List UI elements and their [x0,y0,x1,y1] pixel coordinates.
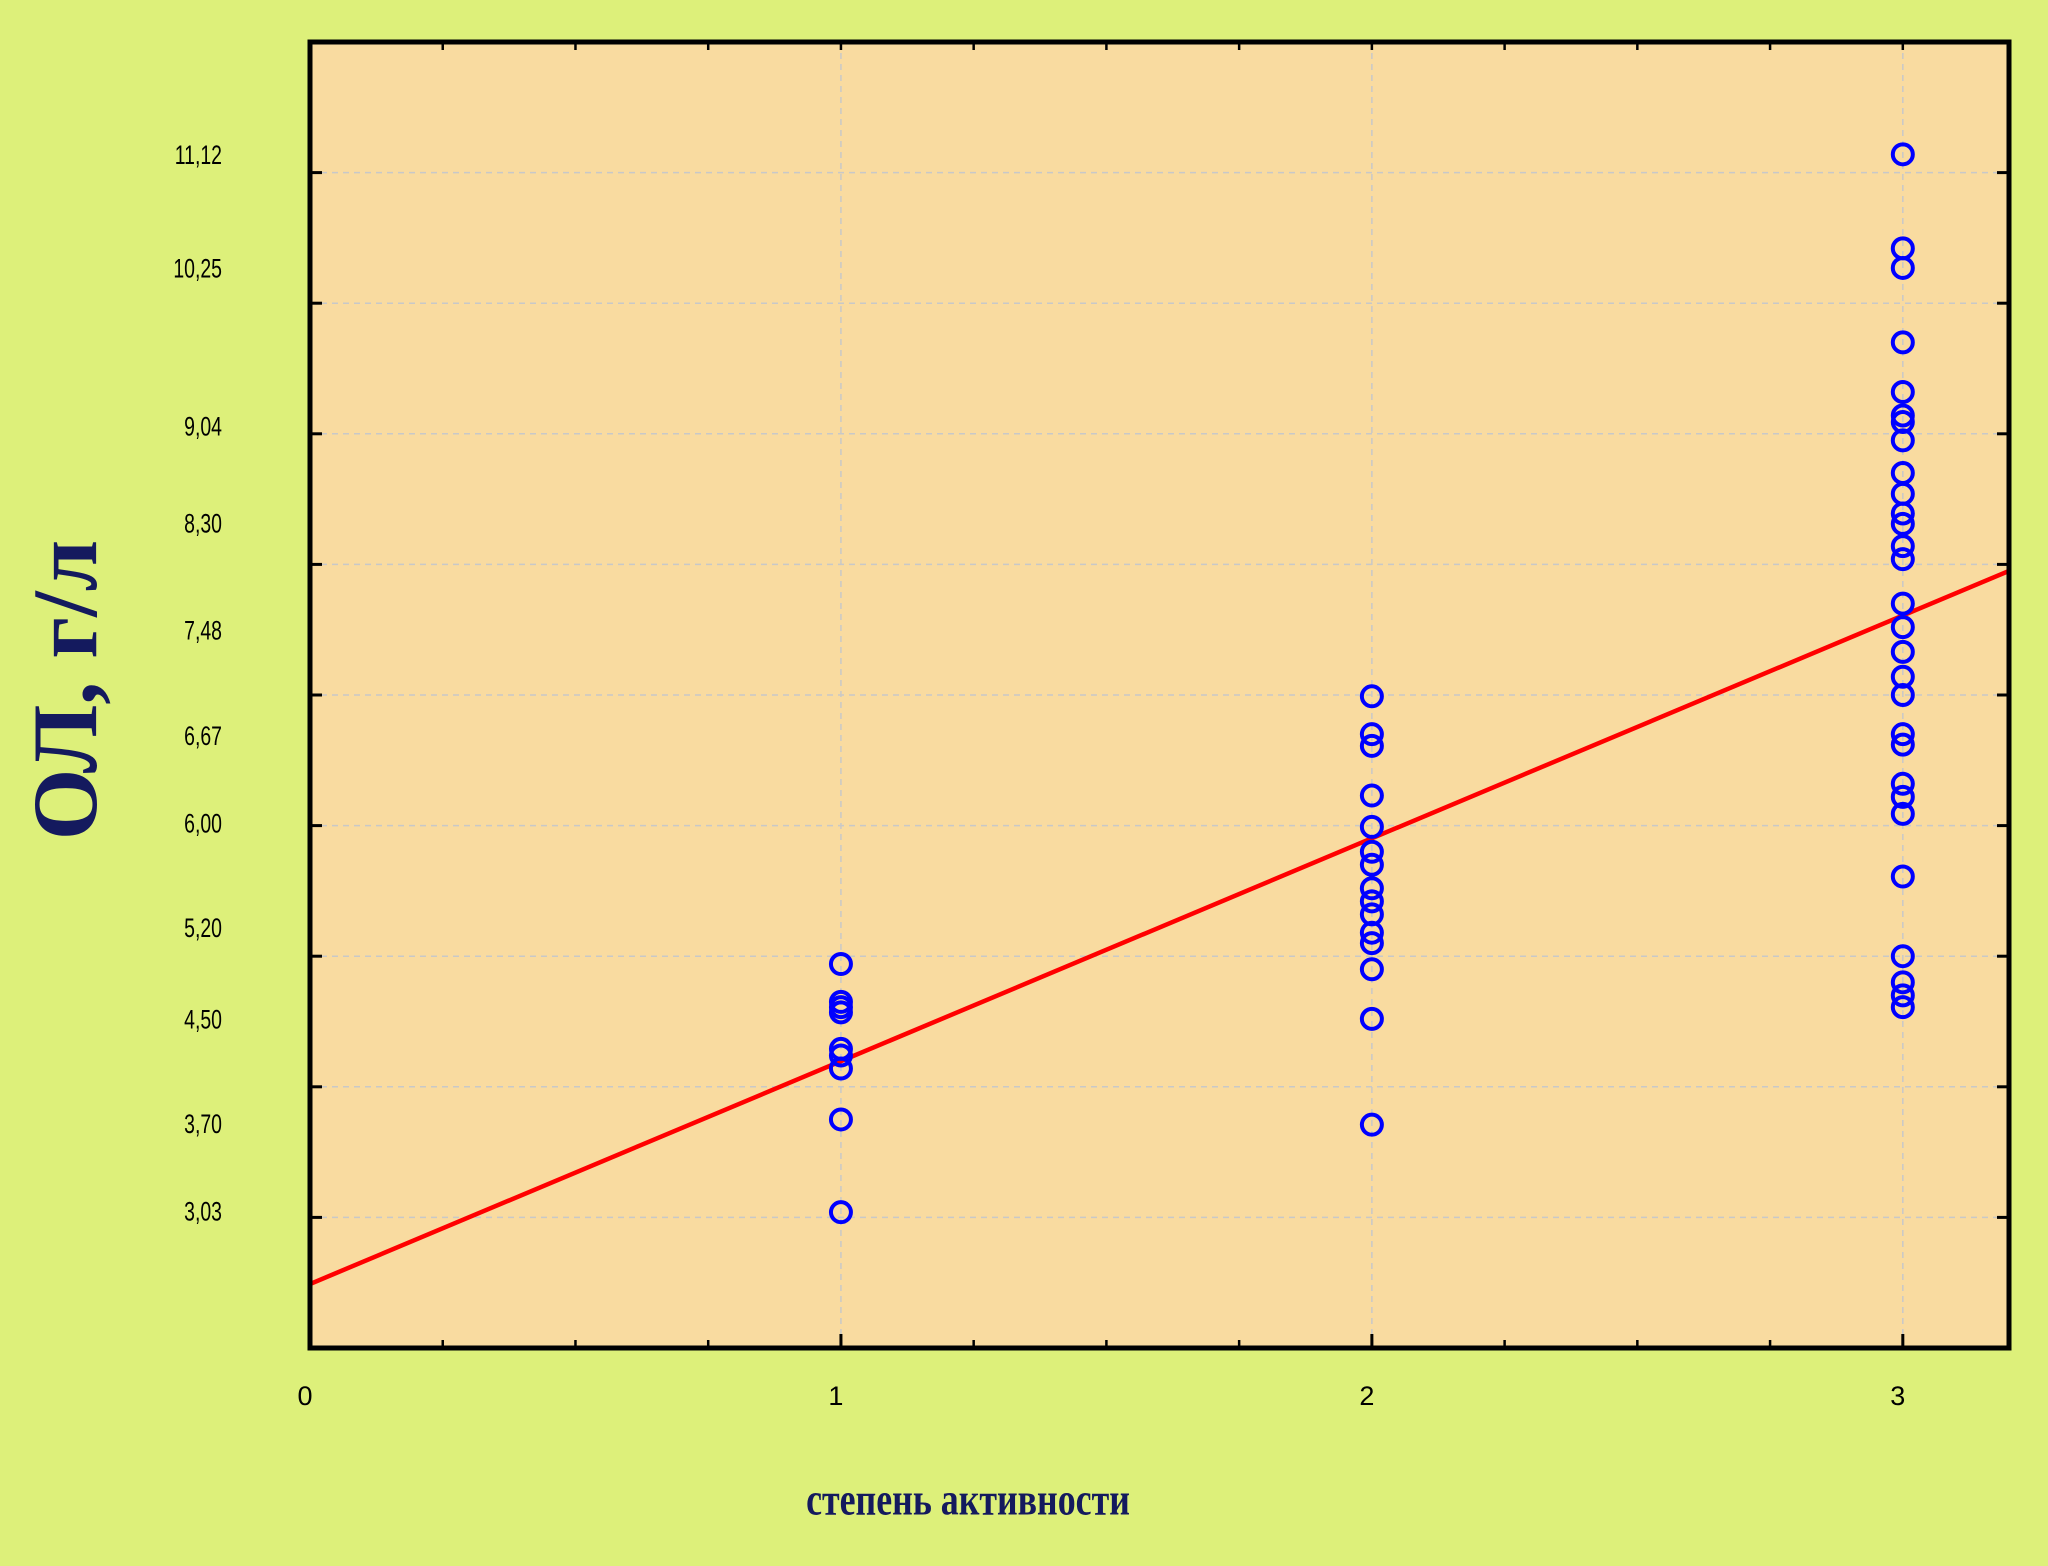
point [1359,876,1384,901]
point [1890,380,1915,405]
y-tick-label: 4,50 [184,1005,222,1035]
point [828,1043,853,1068]
point [1890,722,1915,747]
point [1890,995,1915,1020]
point [1890,944,1915,969]
point [828,1000,853,1025]
point [1359,920,1384,945]
x-axis-label: степень активности [806,1473,1130,1524]
point [1890,801,1915,826]
point [1890,771,1915,796]
point [1890,732,1915,757]
point [1890,639,1915,664]
point [1359,839,1384,864]
point [1359,889,1384,914]
y-tick-label: 10,25 [173,254,222,284]
point [1890,330,1915,355]
point [1890,511,1915,536]
plot-border [307,39,2012,1351]
point [1890,983,1915,1008]
point [1890,501,1915,526]
point [1890,255,1915,280]
point [1890,864,1915,889]
x-tick-label: 2 [1359,1381,1374,1411]
x-tick-label: 0 [297,1381,312,1411]
point [828,1200,853,1225]
point [828,952,853,977]
point [1359,931,1384,956]
point [1890,534,1915,559]
point [1359,684,1384,709]
point [1890,591,1915,616]
y-tick-label: 9,04 [184,412,222,442]
plot-area: 11,12 10,25 9,04 8,30 7,48 6,67 6,00 5,20 4,50 3,… [173,39,2012,1411]
y-tick-label: 6,00 [184,809,222,839]
y-tick-label: 7,48 [184,615,222,645]
point [828,1056,853,1081]
point [1359,1006,1384,1031]
y-tick-label: 3,70 [184,1109,222,1139]
y-axis-label: ОЛ, г/л [14,540,116,840]
point [1890,683,1915,707]
y-tick-label: 8,30 [184,508,222,538]
y-tick-label: 11,12 [175,140,222,170]
point [1890,142,1915,167]
fit-line [310,568,2009,1287]
point [1359,814,1384,839]
y-tick-label: 3,03 [184,1197,222,1227]
x-tick-label: 1 [828,1381,843,1411]
point [1890,970,1915,995]
point [1890,428,1915,453]
point [1359,852,1384,877]
point [1359,1112,1384,1137]
y-tick-label: 5,20 [184,913,222,943]
point [1359,733,1384,758]
point [1359,722,1384,747]
y-tick-label: 6,67 [184,721,222,751]
point [828,1107,853,1132]
x-tick-label: 3 [1890,1381,1905,1411]
point [1890,615,1915,640]
point [1890,547,1915,572]
point [1359,957,1384,982]
point [1890,784,1915,809]
point [1359,783,1384,808]
